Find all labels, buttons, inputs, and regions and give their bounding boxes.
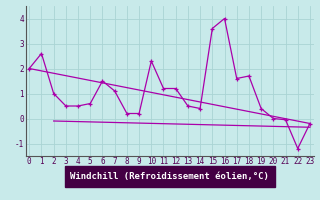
X-axis label: Windchill (Refroidissement éolien,°C): Windchill (Refroidissement éolien,°C) — [70, 172, 269, 181]
